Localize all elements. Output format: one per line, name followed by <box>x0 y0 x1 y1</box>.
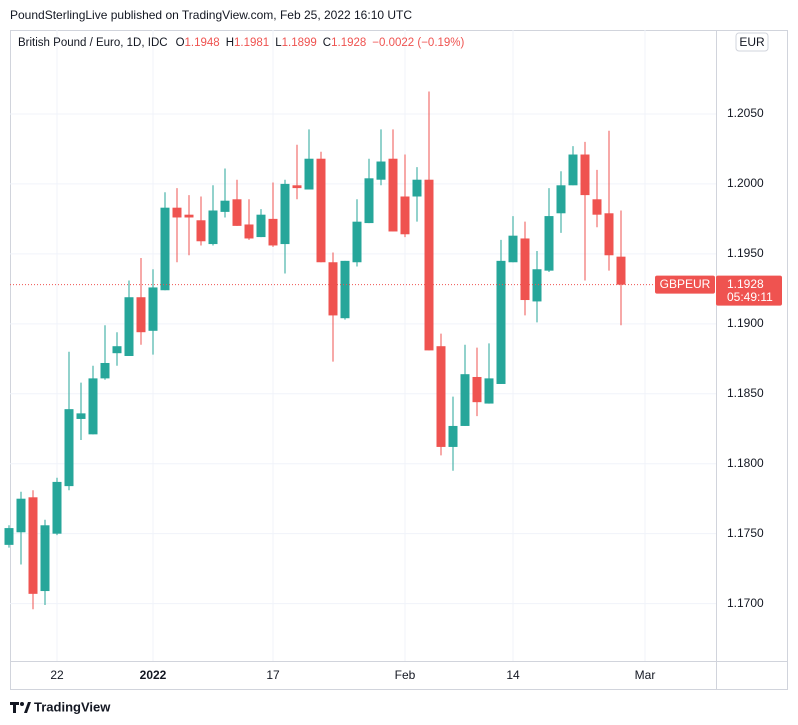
candle-body <box>244 224 254 239</box>
close-value: 1.1928 <box>331 37 366 49</box>
candle-body <box>616 256 626 285</box>
candle-body <box>604 213 614 256</box>
currency-label: EUR <box>739 35 765 49</box>
chart-frame <box>10 30 788 690</box>
candle-body <box>208 210 218 245</box>
x-tick-label: Feb <box>395 668 416 682</box>
legend: British Pound / Euro, 1D, IDC O1.1948 H1.1… <box>18 37 465 49</box>
symbol-badge <box>655 275 715 294</box>
x-tick-label: 2022 <box>140 668 167 682</box>
candle-body <box>520 238 530 301</box>
x-tick-label: Mar <box>635 668 656 682</box>
candle-body <box>292 185 302 189</box>
candle-body <box>328 262 338 316</box>
candle-body <box>304 158 314 190</box>
brand-logo <box>10 702 31 713</box>
candle-body <box>124 297 134 356</box>
change-label: −0.0022 (−0.19%) <box>372 37 464 49</box>
low-value: 1.1899 <box>282 37 317 49</box>
candle-body <box>196 220 206 242</box>
y-tick-label: 1.1850 <box>727 386 764 400</box>
countdown: 05:49:11 <box>727 290 773 304</box>
candle-body <box>532 269 542 302</box>
candle-body <box>112 346 122 354</box>
currency-badge[interactable] <box>735 32 769 52</box>
candle-body <box>448 425 458 447</box>
y-tick-label: 1.1700 <box>727 596 764 610</box>
high-value: 1.1981 <box>234 37 269 49</box>
ohlc-letter: H <box>226 37 234 49</box>
candle-body <box>88 378 98 435</box>
symbol-label: GBPEUR <box>660 277 711 291</box>
candle-body <box>472 376 482 403</box>
x-tick-label: 17 <box>266 668 280 682</box>
candle-body <box>172 207 182 218</box>
brand-name: TradingView <box>34 699 111 714</box>
y-tick-label: 1.2000 <box>727 176 764 190</box>
candle-body <box>592 199 602 215</box>
candle-body <box>280 183 290 245</box>
symbol-title: British Pound / Euro, 1D, IDC <box>18 37 168 49</box>
x-tick-label: 22 <box>50 668 64 682</box>
last-price: 1.1928 <box>727 277 764 291</box>
candle-body <box>160 207 170 291</box>
candle-body <box>268 218 278 246</box>
candle-body <box>100 362 110 379</box>
candle-body <box>460 374 470 426</box>
ohlc-letter: O <box>176 37 185 49</box>
open-value: 1.1948 <box>185 37 220 49</box>
y-tick-label: 1.1750 <box>727 526 764 540</box>
candle-body <box>40 525 50 592</box>
candle-body <box>316 158 326 263</box>
candle-body <box>412 179 422 197</box>
candle-body <box>220 200 230 212</box>
candle-body <box>436 346 446 447</box>
candle-body <box>400 196 410 235</box>
candle-body <box>508 235 518 263</box>
candle-body <box>484 378 494 404</box>
candle-body <box>28 497 38 594</box>
candle-body <box>16 498 26 533</box>
candle-body <box>568 154 578 186</box>
candle-body <box>340 260 350 319</box>
y-tick-label: 1.2050 <box>727 106 764 120</box>
published-note: PoundSterlingLive published on TradingVi… <box>10 8 412 22</box>
y-tick-label: 1.1900 <box>727 316 764 330</box>
candle-body <box>424 179 434 351</box>
candle-body <box>136 297 146 333</box>
candle-body <box>364 178 374 224</box>
candle-body <box>580 154 590 196</box>
plot: 1.2050 1.2000 1.1950 1.1900 1.1850 1.1800 1.17… <box>4 30 782 682</box>
candle-body <box>76 413 86 419</box>
price-badge <box>716 275 782 306</box>
candle-body <box>52 481 62 534</box>
candle-body <box>388 158 398 232</box>
ohlc-letter: L <box>275 37 282 49</box>
ohlc-letter: C <box>323 37 331 49</box>
candle-body <box>64 409 74 487</box>
y-tick-label: 1.1800 <box>727 456 764 470</box>
candle-body <box>184 214 194 218</box>
candle-body <box>556 185 566 214</box>
candle-body <box>544 216 554 271</box>
candle-body <box>256 214 266 238</box>
y-tick-label: 1.1950 <box>727 246 764 260</box>
x-tick-label: 14 <box>506 668 520 682</box>
candle-body <box>4 528 14 545</box>
candle-body <box>232 199 242 226</box>
candle-body <box>376 161 386 180</box>
candle-body <box>352 221 362 263</box>
candle-body <box>148 287 158 331</box>
candle-body <box>496 260 506 384</box>
